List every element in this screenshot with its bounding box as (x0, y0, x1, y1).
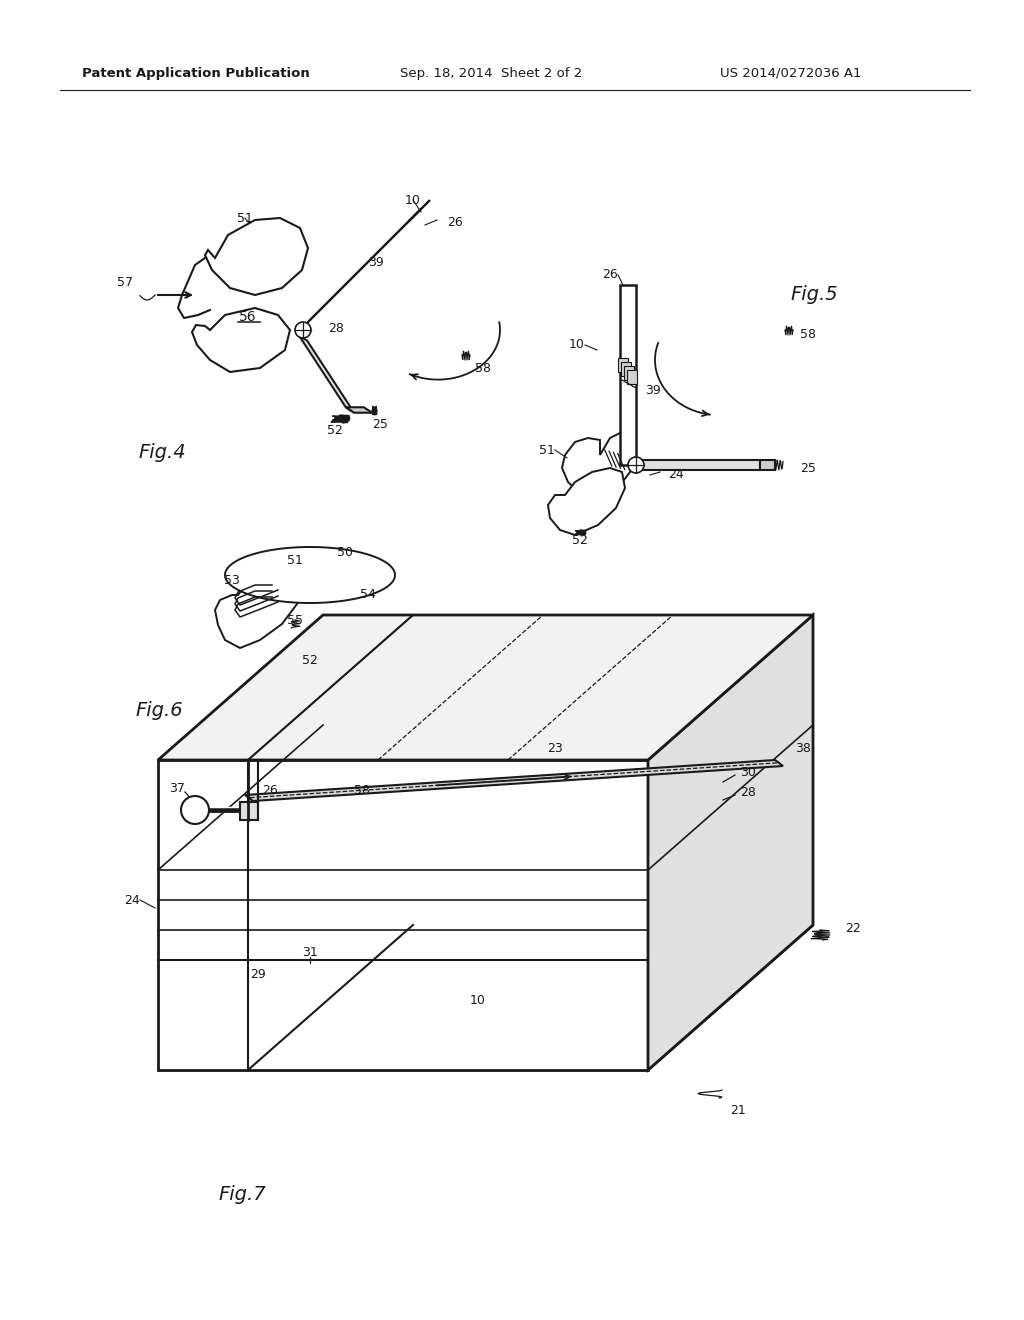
Polygon shape (409, 201, 430, 222)
Text: 50: 50 (337, 545, 353, 558)
Polygon shape (245, 760, 783, 801)
Text: 55: 55 (287, 614, 303, 627)
Polygon shape (299, 335, 354, 413)
Polygon shape (620, 285, 636, 465)
Circle shape (181, 796, 209, 824)
Text: 52: 52 (327, 424, 343, 437)
Polygon shape (548, 469, 625, 535)
Text: 58: 58 (475, 362, 490, 375)
Text: 56: 56 (240, 310, 257, 323)
Polygon shape (346, 408, 372, 413)
Text: 30: 30 (740, 767, 756, 780)
Text: Patent Application Publication: Patent Application Publication (82, 66, 309, 79)
Text: 52: 52 (572, 533, 588, 546)
Polygon shape (302, 209, 421, 329)
Text: 54: 54 (360, 589, 376, 602)
Text: US 2014/0272036 A1: US 2014/0272036 A1 (720, 66, 861, 79)
Text: Fig.7: Fig.7 (218, 1185, 265, 1204)
Text: Fig.6: Fig.6 (135, 701, 182, 719)
Polygon shape (624, 366, 634, 380)
Text: 10: 10 (470, 994, 486, 1006)
Text: Sep. 18, 2014  Sheet 2 of 2: Sep. 18, 2014 Sheet 2 of 2 (400, 66, 583, 79)
Text: 26: 26 (447, 215, 463, 228)
Text: 37: 37 (169, 781, 185, 795)
Polygon shape (760, 459, 775, 470)
Polygon shape (225, 546, 395, 603)
Polygon shape (618, 358, 628, 372)
Circle shape (628, 457, 644, 473)
Polygon shape (158, 925, 813, 1071)
Text: 58: 58 (800, 329, 816, 342)
Text: 29: 29 (250, 969, 266, 982)
Polygon shape (215, 570, 308, 648)
Text: 23: 23 (547, 742, 563, 755)
Text: 51: 51 (539, 444, 555, 457)
Polygon shape (158, 760, 648, 1071)
Text: 52: 52 (302, 653, 317, 667)
Text: Fig.4: Fig.4 (138, 442, 185, 462)
Text: 51: 51 (238, 211, 253, 224)
Text: 21: 21 (730, 1104, 745, 1117)
Text: 31: 31 (302, 945, 317, 958)
Polygon shape (158, 615, 813, 760)
Polygon shape (636, 459, 760, 470)
Text: 53: 53 (224, 573, 240, 586)
Text: 38: 38 (795, 742, 811, 755)
Polygon shape (240, 803, 258, 820)
Text: 26: 26 (262, 784, 278, 796)
Polygon shape (648, 615, 813, 1071)
Polygon shape (205, 218, 308, 294)
Circle shape (295, 322, 311, 338)
Polygon shape (627, 370, 637, 384)
Text: 24: 24 (124, 894, 140, 907)
Polygon shape (193, 308, 290, 372)
Text: 28: 28 (740, 787, 756, 800)
Text: 10: 10 (569, 338, 585, 351)
Text: 57: 57 (117, 276, 133, 289)
Text: 58: 58 (354, 784, 370, 796)
Text: Fig.5: Fig.5 (790, 285, 838, 305)
Polygon shape (621, 362, 631, 376)
Text: 26: 26 (602, 268, 618, 281)
Text: 39: 39 (645, 384, 660, 396)
Text: 39: 39 (368, 256, 384, 268)
Text: 25: 25 (372, 418, 388, 432)
Text: 51: 51 (287, 553, 303, 566)
Text: 22: 22 (845, 921, 861, 935)
Text: 10: 10 (406, 194, 421, 206)
Text: 24: 24 (668, 469, 684, 482)
Text: 28: 28 (328, 322, 344, 334)
Text: 25: 25 (800, 462, 816, 474)
Polygon shape (562, 432, 635, 498)
